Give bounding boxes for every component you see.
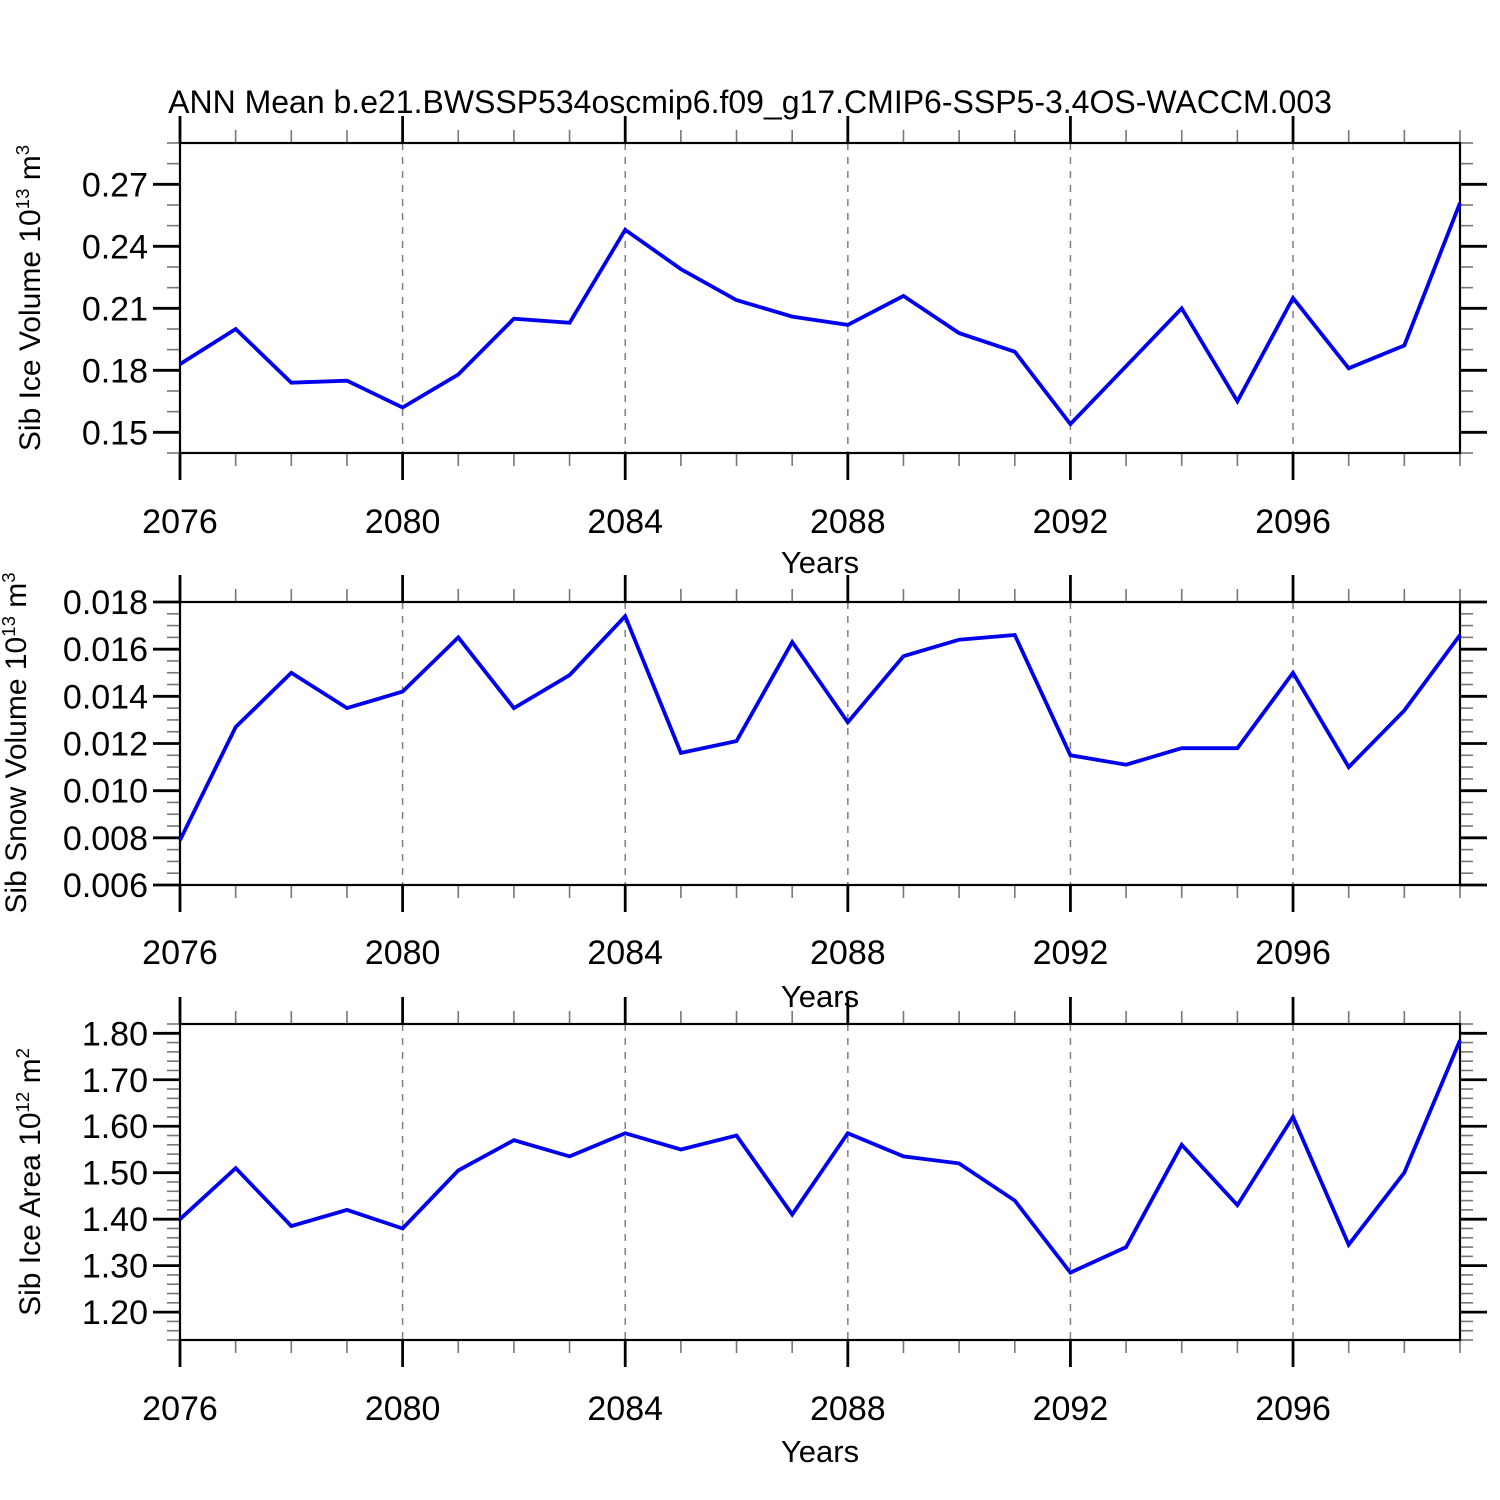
plot-box [178, 1022, 1462, 1342]
x-tick-label: 2096 [1255, 503, 1331, 541]
y-tick-label: 0.15 [82, 414, 148, 452]
y-tick-label: 0.018 [63, 584, 148, 622]
plot-box [178, 600, 1462, 887]
sib-snow-volume-line [178, 612, 1462, 842]
sib-ice-area-panel: 1.20 1.30 1.40 1.50 1.60 1.70 1.80 2076 2080 2084… [82, 997, 1487, 1428]
y-tick-label: 1.40 [82, 1201, 148, 1239]
y-tick-label: 0.27 [82, 166, 148, 204]
y-axis-title-text: Sib Snow Volume 10 [0, 636, 33, 914]
y-axis-title-unit-exponent: 2 [12, 1048, 33, 1059]
sib-ice-volume-panel: 0.15 0.18 0.21 0.24 0.27 2076 2080 2084 2088 2092… [82, 116, 1487, 541]
y-axis-title-text: Sib Ice Area 10 [14, 1112, 47, 1316]
y-tick-label: 1.50 [82, 1155, 148, 1193]
y-axis-title-unit: m [14, 155, 47, 189]
y-tick-label: 0.24 [82, 228, 148, 266]
y-tick-label: 0.010 [63, 773, 148, 811]
x-axis-title-panel2: Years [780, 979, 860, 1014]
x-axis-title-panel1: Years [780, 545, 860, 580]
x-tick-label: 2080 [365, 503, 441, 541]
x-tick-label: 2084 [587, 934, 663, 972]
y-axis-title-ice-area: Sib Ice Area 1012 m2 [12, 1048, 48, 1316]
y-axis-title-text: Sib Ice Volume 10 [14, 209, 47, 452]
x-tick-label: 2092 [1033, 934, 1109, 972]
x-tick-label: 2076 [142, 934, 218, 972]
x-tick-label: 2076 [142, 1390, 218, 1428]
y-tick-label: 1.70 [82, 1062, 148, 1100]
y-axis-title-exponent: 13 [0, 616, 19, 637]
x-tick-label: 2088 [810, 1390, 886, 1428]
y-axis-title-snow-volume: Sib Snow Volume 1013 m3 [0, 572, 34, 913]
y-tick-label: 0.006 [63, 867, 148, 905]
y-axis-title-unit: m [14, 1058, 47, 1092]
y-tick-label: 0.016 [63, 631, 148, 669]
x-tick-label: 2092 [1033, 503, 1109, 541]
y-axis-title-unit: m [0, 582, 33, 617]
sib-ice-area-line [178, 1039, 1462, 1275]
x-tick-label: 2088 [810, 934, 886, 972]
plot-box [178, 141, 1462, 455]
sib-snow-volume-panel: 0.006 0.008 0.010 0.012 0.014 0.016 0.018 2076 2… [63, 575, 1487, 972]
x-tick-label: 2080 [365, 934, 441, 972]
x-tick-label: 2080 [365, 1390, 441, 1428]
y-tick-label: 0.012 [63, 726, 148, 764]
y-tick-label: 0.008 [63, 820, 148, 858]
x-tick-label: 2084 [587, 1390, 663, 1428]
y-axis-title-exponent: 12 [12, 1091, 33, 1113]
y-tick-label: 1.20 [82, 1294, 148, 1332]
figure-title: ANN Mean b.e21.BWSSP534oscmip6.f09_g17.C… [168, 84, 1332, 120]
y-tick-label: 0.18 [82, 352, 148, 390]
sib-ice-volume-line [178, 202, 1462, 428]
x-tick-label: 2096 [1255, 1390, 1331, 1428]
y-tick-label: 0.014 [63, 678, 148, 716]
x-tick-label: 2096 [1255, 934, 1331, 972]
x-tick-label: 2084 [587, 503, 663, 541]
y-axis-title-unit-exponent: 3 [12, 144, 33, 156]
y-axis-title-unit-exponent: 3 [0, 572, 19, 583]
x-tick-label: 2092 [1033, 1390, 1109, 1428]
x-axis-title-panel3: Years [780, 1434, 860, 1469]
x-tick-label: 2088 [810, 503, 886, 541]
y-axis-title-exponent: 13 [12, 188, 33, 210]
y-tick-label: 1.30 [82, 1248, 148, 1286]
y-tick-label: 1.60 [82, 1108, 148, 1146]
x-tick-label: 2076 [142, 503, 218, 541]
y-tick-label: 0.21 [82, 290, 148, 328]
y-axis-title-ice-volume: Sib Ice Volume 1013 m3 [12, 145, 48, 451]
y-tick-label: 1.80 [82, 1015, 148, 1053]
